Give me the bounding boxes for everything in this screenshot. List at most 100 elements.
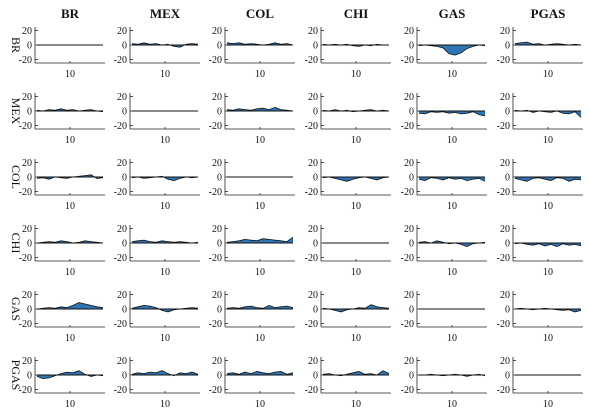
panel-gas-mex: 20 0 -20 10: [114, 290, 200, 344]
x-tick-label: 10: [447, 69, 457, 80]
panel-br-chi: 20 0 -20 10: [305, 26, 391, 80]
panel-gas-gas: 20 0 -20 10: [401, 290, 487, 344]
y-tick-label: 20: [404, 290, 414, 301]
y-tick-label: 0: [217, 107, 222, 118]
y-tick-label: 0: [27, 41, 32, 52]
y-tick-label: -20: [305, 253, 318, 264]
series-area: [515, 177, 581, 182]
column-header-br: BR: [61, 6, 80, 21]
panel-mex-pgas: 20 0 -20 10: [497, 92, 583, 146]
series-line: [418, 44, 486, 56]
series-line: [418, 111, 486, 117]
panel-pgas-chi: 20 0 -20 10: [305, 356, 391, 410]
y-tick-label: 0: [505, 239, 510, 250]
y-tick-label: -20: [209, 187, 222, 198]
y-tick-label: -20: [497, 121, 510, 132]
y-tick-label: 20: [117, 92, 127, 103]
x-tick-label: 10: [65, 399, 75, 410]
x-tick-label: 10: [160, 69, 170, 80]
y-tick-label: -20: [401, 55, 414, 66]
y-tick-label: 20: [308, 356, 318, 367]
x-tick-label: 10: [543, 135, 553, 146]
series-line: [322, 304, 390, 313]
panel-chi-pgas: 20 0 -20 10: [497, 224, 583, 278]
panel-mex-col: 20 0 -20 10: [209, 92, 295, 146]
y-tick-label: -20: [19, 319, 32, 330]
series-area: [227, 305, 293, 309]
y-tick-label: 0: [27, 305, 32, 316]
x-tick-label: 10: [255, 399, 265, 410]
series-line: [226, 236, 294, 243]
y-tick-label: 20: [22, 290, 32, 301]
panel-mex-chi: 20 0 -20 10: [305, 92, 391, 146]
y-tick-label: 20: [117, 26, 127, 37]
x-tick-label: 10: [160, 201, 170, 212]
y-tick-label: 20: [212, 92, 222, 103]
series-line: [36, 108, 104, 113]
y-tick-label: 20: [500, 356, 510, 367]
y-tick-label: 20: [22, 224, 32, 235]
y-tick-label: 20: [117, 158, 127, 169]
y-tick-label: -20: [114, 319, 127, 330]
y-tick-label: 20: [117, 356, 127, 367]
y-tick-label: 20: [212, 356, 222, 367]
y-tick-label: 20: [22, 158, 32, 169]
y-tick-label: 0: [409, 305, 414, 316]
x-tick-label: 10: [543, 69, 553, 80]
y-tick-label: -20: [401, 385, 414, 396]
x-tick-label: 10: [543, 399, 553, 410]
y-tick-label: 20: [212, 158, 222, 169]
panel-col-br: 20 0 -20 10: [19, 158, 105, 212]
x-tick-label: 10: [447, 267, 457, 278]
y-tick-label: 0: [505, 371, 510, 382]
x-tick-label: 10: [65, 333, 75, 344]
x-tick-label: 10: [543, 267, 553, 278]
y-tick-label: -20: [19, 253, 32, 264]
y-tick-label: 0: [27, 173, 32, 184]
x-tick-label: 10: [543, 333, 553, 344]
series-line: [514, 177, 582, 182]
x-tick-label: 10: [65, 69, 75, 80]
panel-chi-br: 20 0 -20 10: [19, 224, 105, 278]
y-tick-label: 20: [500, 26, 510, 37]
y-tick-label: 20: [308, 224, 318, 235]
y-tick-label: 20: [22, 356, 32, 367]
x-tick-label: 10: [65, 201, 75, 212]
y-tick-label: 20: [308, 158, 318, 169]
series-line: [131, 304, 199, 313]
panel-pgas-col: 20 0 -20 10: [209, 356, 295, 410]
y-tick-label: 0: [505, 173, 510, 184]
series-area: [323, 370, 389, 376]
y-tick-label: 20: [404, 92, 414, 103]
y-tick-label: -20: [401, 121, 414, 132]
x-tick-label: 10: [65, 135, 75, 146]
x-tick-label: 10: [255, 135, 265, 146]
x-tick-label: 10: [351, 267, 361, 278]
y-tick-label: 0: [313, 107, 318, 118]
y-tick-label: 0: [122, 239, 127, 250]
y-tick-label: 0: [217, 305, 222, 316]
series-line: [131, 370, 199, 377]
y-tick-label: 0: [409, 371, 414, 382]
panel-pgas-gas: 20 0 -20 10: [401, 356, 487, 410]
panel-col-gas: 20 0 -20 10: [401, 158, 487, 212]
series-line: [322, 370, 390, 377]
y-tick-label: 20: [500, 224, 510, 235]
panel-br-pgas: 20 0 -20 10: [497, 26, 583, 80]
y-tick-label: -20: [305, 385, 318, 396]
y-tick-label: -20: [497, 319, 510, 330]
y-tick-label: 20: [212, 224, 222, 235]
x-tick-label: 10: [351, 399, 361, 410]
panel-chi-mex: 20 0 -20 10: [114, 224, 200, 278]
y-tick-label: -20: [209, 319, 222, 330]
y-tick-label: -20: [114, 253, 127, 264]
x-tick-label: 10: [351, 69, 361, 80]
y-tick-label: -20: [209, 121, 222, 132]
series-line: [418, 240, 486, 248]
y-tick-label: -20: [497, 187, 510, 198]
column-header-pgas: PGAS: [531, 6, 566, 21]
y-tick-label: 0: [505, 107, 510, 118]
series-line: [514, 41, 582, 46]
series-line: [226, 42, 294, 46]
series-line: [36, 174, 104, 180]
